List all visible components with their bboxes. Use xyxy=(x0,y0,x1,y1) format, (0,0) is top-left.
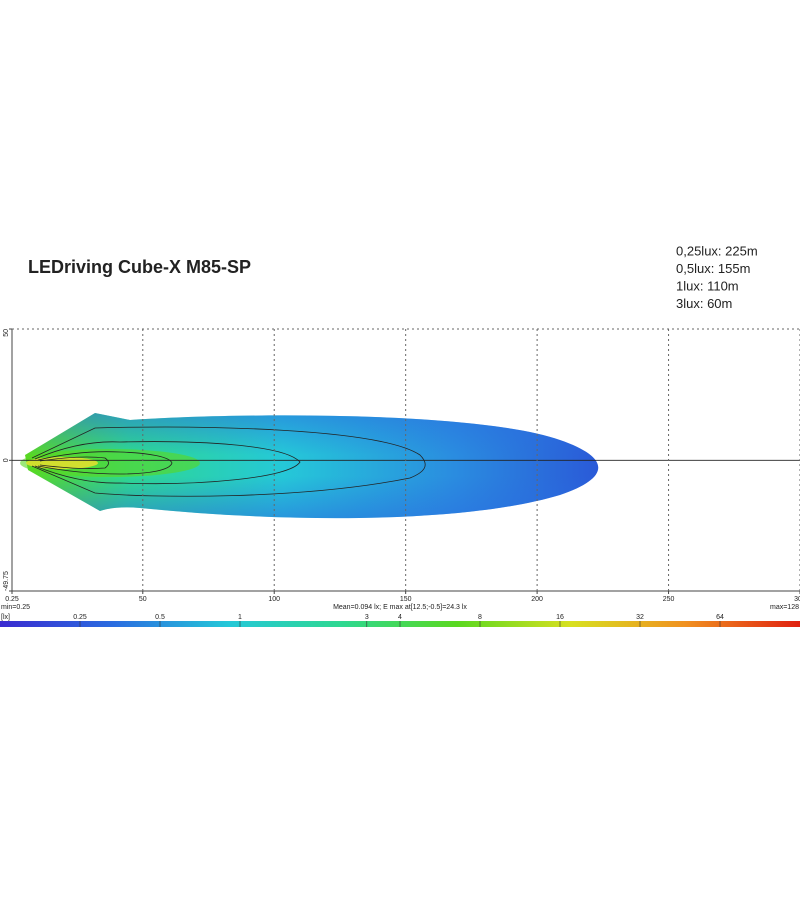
beam-shade xyxy=(25,413,599,519)
annotations: 0,25lux: 225m 0,5lux: 155m 1lux: 110m 3lux:… xyxy=(676,243,758,311)
isoline xyxy=(31,426,426,497)
footer-min: min=0.25 xyxy=(1,604,30,611)
isoline xyxy=(39,456,109,469)
axes: 0.25 50 100 150 200 250 300 -49.75 0 50 xyxy=(3,328,800,603)
colorbar-tick-label: 0.5 xyxy=(155,614,165,621)
x-tick-label: 50 xyxy=(139,596,147,603)
colorbar-tick-label: 16 xyxy=(556,614,564,621)
annotation: 0,5lux: 155m xyxy=(676,261,750,276)
x-tick-label: 200 xyxy=(531,596,543,603)
colorbar-tick-label: 0.25 xyxy=(73,614,87,621)
isoline xyxy=(37,451,173,475)
x-tick-label: 100 xyxy=(268,596,280,603)
colorbar-tick-label: 3 xyxy=(365,614,369,621)
colorbar-tick-label: 4 xyxy=(398,614,402,621)
annotation: 0,25lux: 225m xyxy=(676,243,758,258)
y-tick-label: -49.75 xyxy=(3,571,10,591)
y-tick-label: 50 xyxy=(3,329,10,337)
colorbar-tick-label: 8 xyxy=(478,614,482,621)
colorbar-tick-label: 64 xyxy=(716,614,724,621)
footer-mean: Mean=0.094 lx; E max at[12.5;-0.5]=24.3 … xyxy=(333,604,467,611)
annotation: 1lux: 110m xyxy=(676,278,739,293)
annotation: 3lux: 60m xyxy=(676,296,732,311)
colorbar-tick-label: 32 xyxy=(636,614,644,621)
y-tick-label: 0 xyxy=(3,458,10,462)
colorbar-unit: [lx] xyxy=(1,614,10,621)
isoline xyxy=(34,441,301,485)
chart-title: LEDriving Cube-X M85-SP xyxy=(28,257,251,277)
x-tick-label: 0.25 xyxy=(5,596,19,603)
beam xyxy=(20,413,599,519)
colorbar-tick-label: 1 xyxy=(238,614,242,621)
x-tick-label: 300 xyxy=(794,596,800,603)
x-tick-label: 250 xyxy=(663,596,675,603)
x-tick-label: 150 xyxy=(400,596,412,603)
footer-max: max=128 xyxy=(770,604,799,611)
